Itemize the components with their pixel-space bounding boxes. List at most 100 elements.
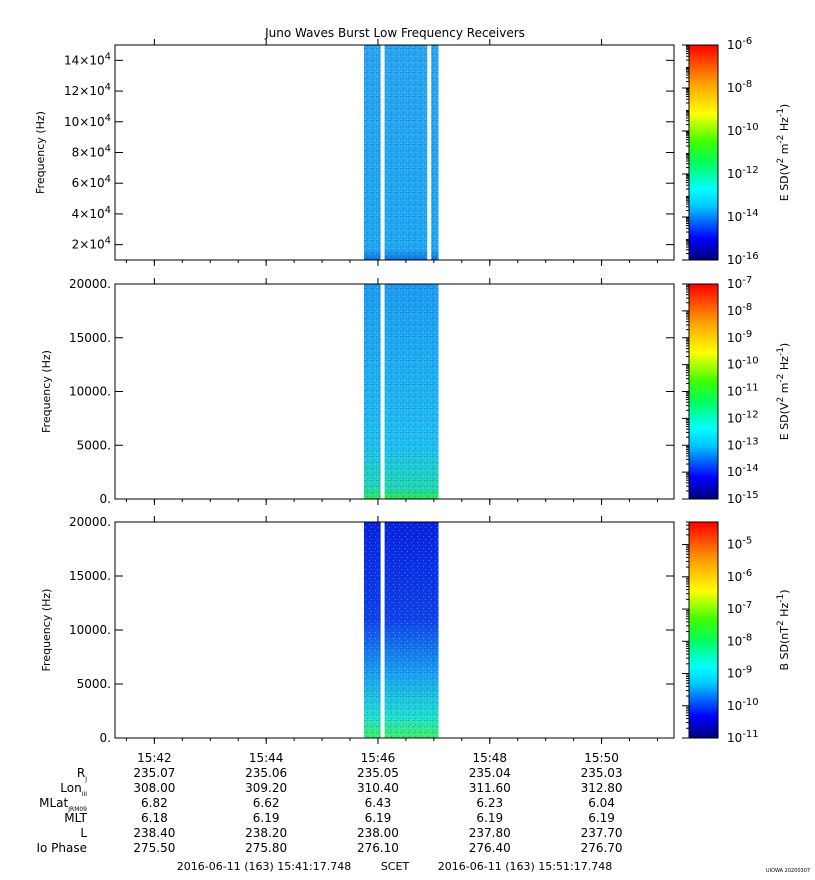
colorbar-tick-label: 10-10 [727, 697, 759, 713]
colorbar-gradient [688, 521, 719, 739]
colorbar-tick-label: 10-11 [727, 729, 759, 745]
ephemeris-value: 6.23 [476, 796, 503, 810]
ephemeris-value: 238.40 [133, 826, 175, 840]
ephemeris-row-label: Io Phase [36, 841, 87, 855]
ephemeris-value: 6.19 [253, 811, 280, 825]
spectrogram-noise-texture [363, 284, 439, 499]
y-axis-label: Frequency (Hz) [34, 111, 47, 194]
colorbar-tick-label: 10-11 [727, 383, 759, 399]
x-tick-label: 15:48 [472, 751, 507, 765]
colorbar-gradient [688, 283, 719, 500]
ephemeris-value: 6.62 [253, 796, 280, 810]
ephemeris-row-label: MLT [64, 811, 87, 825]
footer-credit: UIOWA 20200307 [766, 868, 810, 874]
y-tick-label: 4×104 [72, 205, 111, 221]
y-tick-label: 6×104 [72, 174, 111, 190]
ephemeris-value: 237.70 [581, 826, 623, 840]
footer-start-time: 2016-06-11 (163) 15:41:17.748 [177, 860, 351, 873]
colorbar-tick-label: 10-13 [727, 436, 759, 452]
ephemeris-value: 6.19 [588, 811, 615, 825]
colorbar-tick-label: 10-7 [727, 600, 752, 616]
figure-title: Juno Waves Burst Low Frequency Receivers [264, 26, 525, 40]
time-axis: 15:42 15:44 15:46 15:48 15:50 [125, 39, 658, 765]
ephemeris-value: 276.10 [357, 841, 399, 855]
colorbar-tick-label: 10-9 [727, 329, 752, 345]
ephemeris-value: 6.82 [141, 796, 168, 810]
ephemeris-value: 309.20 [245, 781, 287, 795]
y-tick-label: 2×104 [72, 236, 111, 252]
colorbar: 10-5 10-6 10-7 10-8 10-9 10-10 10-11 B SD(nT2​ … [682, 521, 791, 745]
footer-scet-label: SCET [381, 860, 410, 873]
y-tick-label: 8×104 [72, 144, 111, 160]
spectrogram-panel-1: 2×104 4×104 6×104 8×104 10×104 12×104 14×104 Fr… [34, 36, 791, 267]
ephemeris-value: 276.70 [581, 841, 623, 855]
y-tick-label: 5000. [77, 438, 111, 452]
ephemeris-table: RJ 235.07 235.06 235.05 235.04 235.03 LonIII 30… [36, 766, 622, 855]
y-tick-label: 10000. [69, 623, 111, 637]
ephemeris-value: 6.04 [588, 796, 615, 810]
spectrogram-panel-3: 0. 5000. 10000. 15000. 20000. Frequency (Hz) 1… [40, 515, 791, 745]
colorbar-label: E SD(V2​ m-2​ Hz-1​) [776, 104, 791, 201]
colorbar-tick-label: 10-8 [727, 79, 752, 95]
ephemeris-value: 6.43 [365, 796, 392, 810]
colorbar-tick-label: 10-8 [727, 302, 752, 318]
y-tick-label: 12×104 [64, 82, 111, 98]
ephemeris-value: 276.40 [469, 841, 511, 855]
y-axis-label: Frequency (Hz) [40, 350, 53, 433]
ephemeris-value: 235.05 [357, 766, 399, 780]
ephemeris-row-label: LonIII [60, 781, 87, 798]
x-tick-label: 15:46 [361, 751, 396, 765]
y-tick-label: 20000. [69, 277, 111, 291]
colorbar: 10-6 10-8 10-10 10-12 10-14 10-16 E SD(V2​ m-2… [682, 36, 791, 267]
y-tick-label: 20000. [69, 515, 111, 529]
spectrogram-panels: 2×104 4×104 6×104 8×104 10×104 12×104 14×104 Fr… [34, 36, 791, 745]
colorbar-label: E SD(V2​ m-2​ Hz-1​) [776, 343, 791, 440]
colorbar-tick-label: 10-15 [727, 490, 759, 506]
colorbar-tick-label: 10-14 [727, 208, 759, 224]
data-gap [380, 284, 385, 499]
spectrogram-panel-2: 0. 5000. 10000. 15000. 20000. Frequency (Hz) 1… [40, 275, 791, 506]
y-tick-label: 15000. [69, 331, 111, 345]
colorbar-tick-label: 10-16 [727, 251, 759, 267]
colorbar-tick-label: 10-12 [727, 165, 759, 181]
y-tick-label: 15000. [69, 569, 111, 583]
ephemeris-value: 235.06 [245, 766, 287, 780]
ephemeris-row-label: MLatJRM09 [39, 796, 87, 813]
x-tick-label: 15:50 [584, 751, 619, 765]
ephemeris-value: 311.60 [469, 781, 511, 795]
ephemeris-value: 275.50 [133, 841, 175, 855]
ephemeris-value: 235.04 [469, 766, 511, 780]
spectrogram-noise-texture [363, 522, 439, 738]
colorbar-tick-label: 10-10 [727, 356, 759, 372]
y-tick-label: 0. [100, 731, 111, 745]
ephemeris-value: 237.80 [469, 826, 511, 840]
spectrogram-noise-texture [363, 45, 439, 260]
colorbar-tick-label: 10-14 [727, 463, 759, 479]
ephemeris-value: 235.07 [133, 766, 175, 780]
y-tick-label: 14×104 [64, 51, 111, 67]
ephemeris-value: 6.19 [365, 811, 392, 825]
ephemeris-value: 6.19 [476, 811, 503, 825]
ephemeris-value: 275.80 [245, 841, 287, 855]
ephemeris-value: 308.00 [133, 781, 175, 795]
colorbar-tick-label: 10-12 [727, 409, 759, 425]
ephemeris-value: 238.20 [245, 826, 287, 840]
ephemeris-value: 238.00 [357, 826, 399, 840]
colorbar: 10-7 10-8 10-9 10-10 10-11 10-12 10-13 10-14 10-… [682, 275, 791, 506]
y-tick-label: 5000. [77, 677, 111, 691]
ephemeris-row-label: L [80, 826, 87, 840]
ephemeris-row-label: RJ [77, 766, 87, 783]
ephemeris-value: 312.80 [581, 781, 623, 795]
data-gap [380, 45, 385, 260]
y-tick-label: 10×104 [64, 113, 111, 129]
y-tick-label: 10000. [69, 385, 111, 399]
ephemeris-value: 235.03 [581, 766, 623, 780]
data-gap [427, 45, 432, 260]
colorbar-tick-label: 10-6 [727, 36, 752, 52]
colorbar-tick-label: 10-9 [727, 665, 752, 681]
colorbar-tick-label: 10-5 [727, 536, 752, 552]
colorbar-label: B SD(nT2​ Hz-1​) [776, 589, 791, 670]
ephemeris-value: 6.18 [141, 811, 168, 825]
